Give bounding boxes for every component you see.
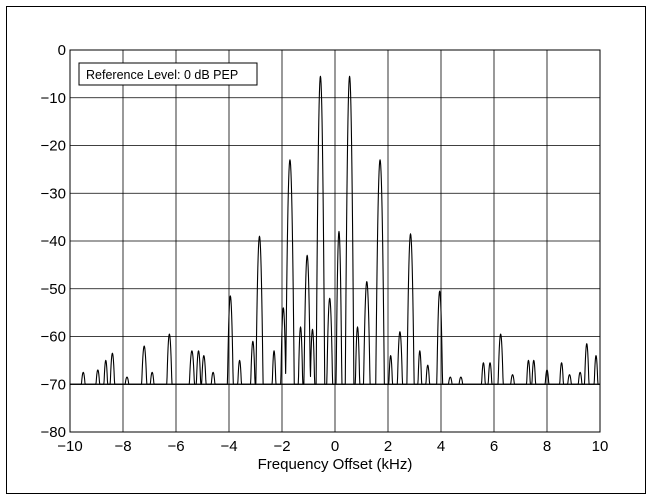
peak-markers xyxy=(83,76,596,377)
y-tick-label: −50 xyxy=(41,281,66,298)
grid-lines xyxy=(69,49,601,433)
plot-border xyxy=(69,49,601,433)
x-tick-label: −10 xyxy=(57,438,82,455)
x-tick-label: 10 xyxy=(592,438,609,455)
x-tick-label: 0 xyxy=(331,438,339,455)
y-axis-ticks: 0 −10 −20 −30 −40 −50 −60 −70 −80 xyxy=(41,42,66,441)
x-tick-label: −6 xyxy=(167,438,184,455)
x-tick-label: −8 xyxy=(114,438,131,455)
x-tick-label: 2 xyxy=(384,438,392,455)
x-tick-label: 4 xyxy=(437,438,445,455)
x-axis-ticks: −10 −8 −6 −4 −2 0 2 4 6 8 10 xyxy=(57,438,608,455)
y-tick-label: 0 xyxy=(58,42,66,59)
x-tick-label: 8 xyxy=(543,438,551,455)
y-tick-label: −30 xyxy=(41,185,66,202)
y-tick-label: −10 xyxy=(41,90,66,107)
y-tick-label: −20 xyxy=(41,138,66,155)
x-tick-label: 6 xyxy=(490,438,498,455)
chart-frame xyxy=(6,6,646,494)
x-tick-label: −4 xyxy=(220,438,237,455)
y-tick-label: −60 xyxy=(41,329,66,346)
x-axis-title: Frequency Offset (kHz) xyxy=(258,456,413,473)
x-tick-label: −2 xyxy=(273,438,290,455)
reference-level-frame xyxy=(78,62,258,86)
reference-level-box: Reference Level: 0 dB PEP xyxy=(78,62,258,86)
reference-level-label: Reference Level: 0 dB PEP xyxy=(86,68,238,82)
y-tick-label: −70 xyxy=(41,376,66,393)
y-tick-label: −40 xyxy=(41,233,66,250)
y-tick-label: −80 xyxy=(41,424,66,441)
